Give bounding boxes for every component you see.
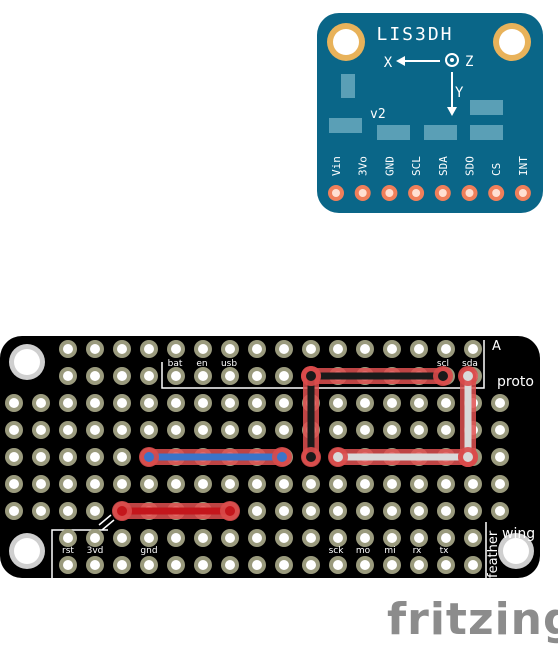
- sensor-pin-label: SCL: [410, 156, 423, 176]
- component-pad: [470, 125, 503, 140]
- sensor-pin-label: 3Vo: [357, 156, 370, 176]
- pin-label-mo: mo: [356, 546, 371, 556]
- jumper-wires: [112, 366, 478, 521]
- pin-label-en: en: [196, 359, 207, 369]
- silkscreen-outlines: [51, 340, 487, 578]
- sensor-pin-hole: [332, 189, 340, 197]
- z-axis-icon: [445, 53, 459, 67]
- side-label-proto: proto: [497, 374, 534, 390]
- sensor-pin-label: CS: [490, 163, 503, 176]
- pin-label-gnd: gnd: [140, 546, 157, 556]
- sensor-pin-row: Vin 3Vo GND SCL SDA SDO CS INT: [328, 156, 531, 201]
- component-pad: [424, 125, 457, 140]
- component-pad: [329, 118, 362, 133]
- side-label-feather: feather: [486, 530, 501, 578]
- sensor-pin-hole: [358, 189, 367, 197]
- sensor-pin-hole: [385, 189, 394, 197]
- pin-label-tx: tx: [440, 546, 450, 556]
- sensor-version: v2: [370, 107, 386, 122]
- axis-y-label: Y: [455, 85, 464, 101]
- sensor-board: [317, 13, 543, 213]
- component-pad: [470, 100, 503, 115]
- header-labels-bottom: rst 3vd gnd sck mo mi rx tx: [62, 546, 449, 556]
- header-labels-top: bat en usb scl sda: [168, 359, 478, 369]
- side-label-wing: wing: [502, 526, 535, 542]
- pin-label-bat: bat: [168, 359, 183, 369]
- axis-x-label: X: [384, 55, 393, 71]
- sensor-pin-hole: [492, 189, 501, 197]
- pin-label-scl: scl: [437, 359, 449, 369]
- sensor-pin-hole: [465, 189, 474, 197]
- lis3dh-breakout: LIS3DH X Z Y v2 Vin 3Vo GND SCL SDA SDO CS INT: [317, 13, 543, 213]
- sensor-pin-hole: [438, 189, 447, 197]
- sensor-pin-label: SDA: [437, 156, 450, 176]
- pin-label-rst: rst: [62, 546, 74, 556]
- axis-z-label: Z: [465, 54, 473, 70]
- sensor-pin-label: Vin: [330, 156, 343, 176]
- pin-label-mi: mi: [384, 546, 395, 556]
- sensor-pin-label: INT: [517, 156, 530, 176]
- sensor-pin-label: GND: [383, 156, 396, 176]
- fritzing-logo: fritzing: [387, 594, 558, 645]
- pin-label-3vd: 3vd: [87, 546, 104, 556]
- component-pad: [377, 125, 410, 140]
- side-label-a: A: [492, 339, 501, 354]
- pin-label-sck: sck: [329, 546, 345, 556]
- sensor-title: LIS3DH: [376, 24, 453, 45]
- component-pad: [341, 74, 355, 98]
- feather-protowing: bat en usb scl sda rst 3vd gnd sck mo mi…: [0, 336, 540, 578]
- sensor-pin-label: SDO: [464, 156, 477, 176]
- sensor-pin-hole: [518, 189, 527, 197]
- pin-label-sda: sda: [462, 359, 478, 369]
- pin-label-rx: rx: [413, 546, 422, 556]
- pin-label-usb: usb: [221, 359, 237, 369]
- sensor-pin-hole: [412, 189, 421, 197]
